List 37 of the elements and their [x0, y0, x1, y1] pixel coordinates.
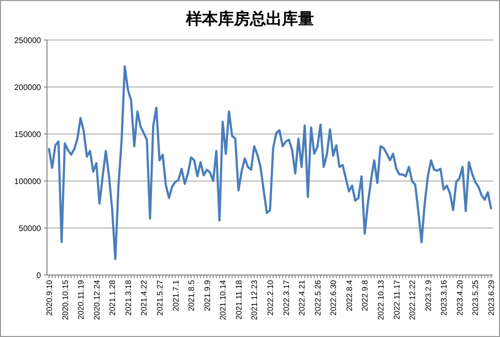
- x-tick-label: 2023.3.16: [440, 279, 449, 316]
- y-tick-label: 50000: [18, 224, 42, 233]
- y-tick-label: 100000: [14, 177, 42, 186]
- x-tick-label: 2021.7.1: [171, 279, 180, 312]
- x-tick-label: 2022.9.8: [360, 279, 370, 312]
- line-series: [48, 65, 492, 260]
- x-tick-label: 2023.4.20: [455, 279, 464, 316]
- y-tick-label: 200000: [14, 83, 42, 92]
- x-tick-label: 2020.11.19: [76, 279, 86, 320]
- x-tick-label: 2021.9.9: [202, 279, 212, 312]
- x-tick-label: 2022.2.10: [266, 279, 275, 316]
- x-tick-label: 2022.8.4: [344, 279, 354, 312]
- x-tick-label: 2021.5.27: [156, 279, 164, 316]
- x-tick-label: 2021.11.18: [234, 279, 244, 320]
- x-tick-label: 2021.4.22: [140, 279, 149, 316]
- x-tick-label: 2021.10.14: [218, 279, 228, 320]
- y-tick-label: 0: [36, 271, 42, 280]
- y-tick-label: 150000: [14, 130, 42, 139]
- x-tick-label: 2022.5.26: [313, 279, 322, 316]
- chart-title: 样本库房总出库量: [185, 9, 314, 28]
- x-tick-label: 2023.5.25: [471, 279, 480, 316]
- y-tick-label: 250000: [14, 36, 42, 45]
- x-tick-label: 2021.3.18: [124, 279, 133, 316]
- x-tick-label: 2022.11.17: [392, 279, 402, 320]
- x-tick-label: 2022.3.17: [282, 279, 291, 316]
- x-tick-label: 2021.8.5: [187, 279, 196, 312]
- x-tick-label: 2022.4.21: [298, 279, 307, 316]
- x-tick-label: 2022.12.22: [408, 279, 418, 320]
- x-tick-label: 2022.6.30: [329, 279, 338, 316]
- x-tick-label: 2020.12.24: [92, 279, 102, 320]
- x-tick-label: 2022.10.13: [376, 279, 386, 320]
- x-tick-label: 2023.6.29: [487, 279, 496, 316]
- x-tick-label: 2021.1.28: [108, 279, 118, 316]
- x-tick-label: 2023.2.9: [424, 279, 433, 312]
- x-tick-label: 2020.9.10: [45, 279, 54, 316]
- x-tick-label: 2021.12.23: [250, 279, 260, 320]
- x-tick-label: 2020.10.15: [60, 279, 70, 320]
